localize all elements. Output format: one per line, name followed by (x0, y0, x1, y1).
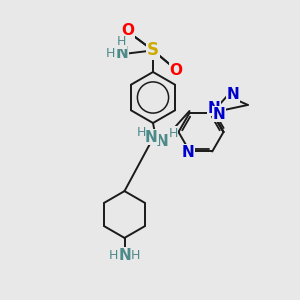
Text: N: N (118, 248, 131, 263)
Text: N: N (182, 145, 195, 160)
Text: N: N (156, 134, 168, 149)
Text: N: N (145, 130, 158, 145)
Text: O: O (121, 23, 134, 38)
Text: O: O (169, 63, 183, 78)
Text: S: S (147, 41, 159, 59)
Text: H: H (131, 249, 141, 262)
Text: N: N (207, 100, 220, 116)
Text: H: H (136, 125, 146, 139)
Text: N: N (226, 87, 239, 102)
Text: H: H (108, 249, 118, 262)
Text: H: H (117, 35, 127, 49)
Text: N: N (116, 46, 128, 61)
Text: H: H (168, 127, 178, 140)
Text: H: H (106, 47, 115, 60)
Text: N: N (212, 106, 225, 122)
